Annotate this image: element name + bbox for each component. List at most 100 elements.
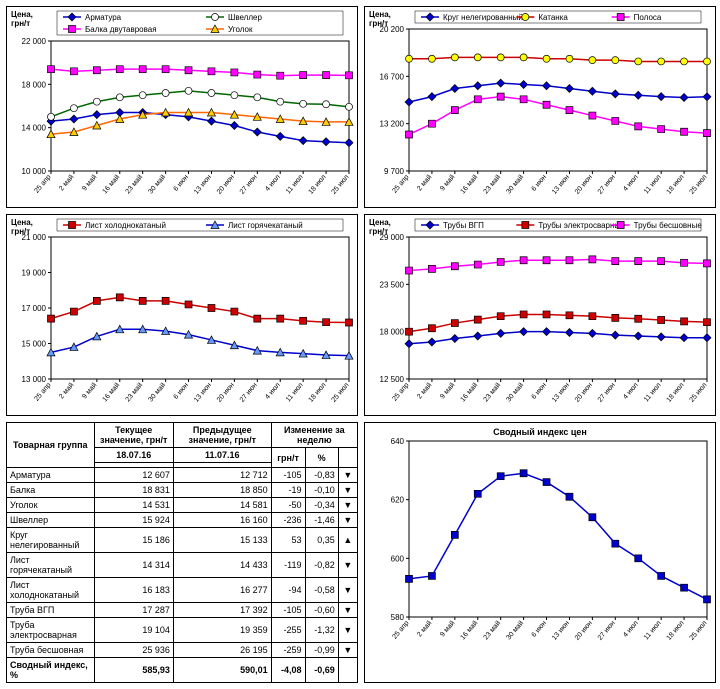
- svg-text:25 апр: 25 апр: [391, 620, 410, 641]
- svg-text:Арматура: Арматура: [85, 13, 122, 22]
- svg-text:11 июл: 11 июл: [643, 620, 663, 642]
- table-row: Лист горячекатаный14 31414 433-119-0,82▼: [7, 553, 358, 578]
- table-row: Труба электросварная19 10419 359-255-1,3…: [7, 618, 358, 643]
- svg-text:18 июл: 18 июл: [308, 382, 328, 404]
- svg-text:27 июн: 27 июн: [239, 174, 259, 196]
- chart-2: Круг нелегированный Катанка Полоса 9 700 13 …: [364, 6, 716, 208]
- table-row: Лист холоднокатаный16 18316 277-94-0,58▼: [7, 578, 358, 603]
- svg-text:25 июл: 25 июл: [688, 174, 708, 196]
- svg-text:9 май: 9 май: [438, 381, 456, 400]
- svg-text:13 июн: 13 июн: [551, 620, 571, 642]
- svg-text:23 500: 23 500: [380, 280, 405, 289]
- svg-text:Полоса: Полоса: [634, 13, 662, 22]
- svg-text:25 июл: 25 июл: [330, 382, 350, 404]
- svg-text:9 май: 9 май: [438, 619, 456, 638]
- svg-text:20 июн: 20 июн: [574, 382, 594, 404]
- svg-text:16 май: 16 май: [459, 381, 480, 403]
- svg-text:25 июл: 25 июл: [688, 620, 708, 642]
- svg-text:16 май: 16 май: [101, 381, 122, 403]
- svg-text:25 апр: 25 апр: [391, 382, 410, 403]
- th-date2: 11.07.16: [173, 448, 271, 463]
- svg-text:6 июн: 6 июн: [531, 174, 549, 193]
- svg-text:13 200: 13 200: [380, 120, 405, 129]
- svg-text:9 май: 9 май: [438, 173, 456, 192]
- svg-text:16 май: 16 май: [459, 173, 480, 195]
- svg-text:18 июл: 18 июл: [666, 620, 686, 642]
- svg-text:11 июл: 11 июл: [643, 382, 663, 404]
- svg-text:Цена,грн/т: Цена,грн/т: [11, 218, 33, 236]
- svg-text:6 июн: 6 июн: [173, 382, 191, 401]
- svg-text:Уголок: Уголок: [228, 25, 253, 34]
- svg-text:Балка двутавровая: Балка двутавровая: [85, 25, 157, 34]
- chart-5: Сводный индекс цен58060062064025 апр2 ма…: [364, 422, 716, 683]
- svg-text:27 июн: 27 июн: [597, 382, 617, 404]
- svg-text:2 май: 2 май: [57, 173, 75, 192]
- svg-text:4 июл: 4 июл: [622, 620, 640, 639]
- svg-text:Катанка: Катанка: [538, 13, 568, 22]
- svg-text:15 000: 15 000: [22, 340, 47, 349]
- svg-text:27 июн: 27 июн: [597, 174, 617, 196]
- svg-text:600: 600: [391, 554, 405, 563]
- svg-text:20 июн: 20 июн: [574, 620, 594, 642]
- svg-text:Цена,грн/т: Цена,грн/т: [11, 10, 33, 28]
- svg-text:20 июн: 20 июн: [216, 174, 236, 196]
- svg-text:Лист горячекатаный: Лист горячекатаный: [228, 221, 303, 230]
- svg-text:18 июл: 18 июл: [308, 174, 328, 196]
- data-table: Товарная группа Текущее значение, грн/т …: [6, 422, 358, 683]
- svg-text:13 июн: 13 июн: [193, 382, 213, 404]
- svg-text:4 июл: 4 июл: [264, 174, 282, 193]
- th-arrow: [338, 448, 357, 468]
- svg-text:620: 620: [391, 496, 405, 505]
- svg-text:2 май: 2 май: [415, 381, 433, 400]
- svg-text:9 700: 9 700: [384, 167, 405, 176]
- svg-text:23 май: 23 май: [124, 173, 145, 195]
- svg-text:12 500: 12 500: [380, 375, 405, 384]
- svg-text:4 июл: 4 июл: [622, 174, 640, 193]
- svg-text:11 июл: 11 июл: [285, 174, 305, 196]
- data-table-panel: Товарная группа Текущее значение, грн/т …: [6, 422, 358, 683]
- svg-text:19 000: 19 000: [22, 269, 47, 278]
- svg-text:6 июн: 6 июн: [531, 620, 549, 639]
- svg-text:Лист холоднокатаный: Лист холоднокатаный: [85, 221, 166, 230]
- table-row: Труба ВГП17 28717 392-105-0,60▼: [7, 603, 358, 618]
- svg-text:Круг нелегированный: Круг нелегированный: [443, 13, 523, 22]
- svg-text:11 июл: 11 июл: [643, 174, 663, 196]
- svg-text:30 май: 30 май: [147, 173, 168, 195]
- th-current: Текущее значение, грн/т: [94, 423, 173, 448]
- svg-text:Сводный индекс цен: Сводный индекс цен: [493, 427, 587, 437]
- svg-text:27 июн: 27 июн: [597, 620, 617, 642]
- th-date1: 18.07.16: [94, 448, 173, 463]
- svg-text:25 апр: 25 апр: [33, 382, 52, 403]
- svg-text:4 июл: 4 июл: [264, 382, 282, 401]
- svg-text:18 июл: 18 июл: [666, 174, 686, 196]
- svg-text:6 июн: 6 июн: [173, 174, 191, 193]
- th-unit2: %: [305, 448, 338, 468]
- svg-text:Цена,грн/т: Цена,грн/т: [369, 218, 391, 236]
- table-row: Балка18 83118 850-19-0,10▼: [7, 483, 358, 498]
- table-row: Арматура12 60712 712-105-0,83▼: [7, 468, 358, 483]
- th-group: Товарная группа: [7, 423, 95, 468]
- svg-text:10 000: 10 000: [22, 167, 47, 176]
- svg-text:9 май: 9 май: [80, 173, 98, 192]
- svg-text:30 май: 30 май: [505, 381, 526, 403]
- svg-text:22 000: 22 000: [22, 37, 47, 46]
- svg-text:25 апр: 25 апр: [391, 174, 410, 195]
- th-prev: Предыдущее значение, грн/т: [173, 423, 271, 448]
- table-row: Круг нелегированный15 18615 133530,35▲: [7, 528, 358, 553]
- chart-4: Трубы ВГПТрубы электросварныеТрубы бесшо…: [364, 214, 716, 416]
- svg-text:4 июл: 4 июл: [622, 382, 640, 401]
- table-summary-row: Сводный индекс, %585,93590,01-4,08-0,69: [7, 658, 358, 683]
- svg-text:30 май: 30 май: [147, 381, 168, 403]
- svg-text:16 700: 16 700: [380, 72, 405, 81]
- svg-text:Трубы ВГП: Трубы ВГП: [443, 221, 484, 230]
- chart-3: Лист холоднокатаный Лист горячекатаный 13 …: [6, 214, 358, 416]
- svg-text:25 апр: 25 апр: [33, 174, 52, 195]
- svg-text:13 июн: 13 июн: [551, 174, 571, 196]
- svg-text:20 июн: 20 июн: [574, 174, 594, 196]
- svg-text:25 июл: 25 июл: [330, 174, 350, 196]
- svg-text:13 000: 13 000: [22, 375, 47, 384]
- svg-text:20 июн: 20 июн: [216, 382, 236, 404]
- th-change: Изменение за неделю: [271, 423, 357, 448]
- svg-text:17 000: 17 000: [22, 304, 47, 313]
- svg-text:23 май: 23 май: [482, 173, 503, 195]
